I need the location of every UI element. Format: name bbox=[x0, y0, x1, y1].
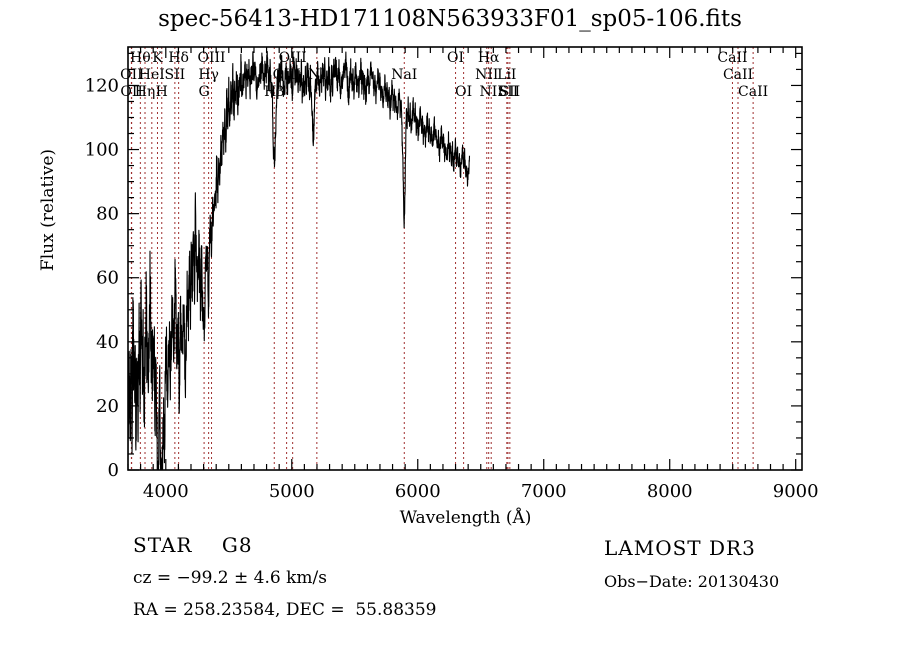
x-tick-label: 9000 bbox=[773, 481, 819, 502]
spectral-line-labels: OIIOIIHθHηHeIKHSIIHδHγGOIIIHβOIIIOIIINIH… bbox=[120, 50, 768, 100]
spectral-line-label: NII bbox=[475, 67, 498, 83]
x-tick-label: 6000 bbox=[395, 481, 441, 502]
spectral-line-label: SII bbox=[498, 84, 519, 100]
spectral-line-label: OIII bbox=[197, 50, 225, 66]
y-tick-label: 80 bbox=[96, 204, 119, 225]
spectral-line-label: OIII bbox=[279, 50, 307, 66]
spectral-line-label: SII bbox=[165, 67, 186, 83]
spectrum-trace bbox=[127, 51, 471, 471]
spectral-line-label: G bbox=[198, 84, 209, 100]
spectral-line-label: NI bbox=[308, 67, 326, 83]
y-tick-label: 60 bbox=[96, 268, 119, 289]
spectral-line-label: OII bbox=[120, 67, 143, 83]
x-tick-label: 5000 bbox=[269, 481, 315, 502]
spectral-line-label: CaII bbox=[717, 50, 747, 66]
y-tick-label: 100 bbox=[85, 140, 119, 161]
spectral-line-label: Hθ bbox=[130, 50, 151, 66]
plot-frame bbox=[127, 46, 803, 471]
spectral-line-markers bbox=[130, 47, 754, 470]
object-class-label: STAR G8 bbox=[133, 533, 253, 557]
spectral-line-label: OI bbox=[455, 84, 472, 100]
x-tick-label: 7000 bbox=[521, 481, 567, 502]
axis-ticks: 4000 5000 6000 7000 8000 9000 0 20 40 60 80 100 120 bbox=[85, 47, 819, 502]
spectral-line-label: CaII bbox=[723, 67, 753, 83]
spectral-line-label: K bbox=[152, 50, 163, 66]
spectral-line-label: CaII bbox=[738, 84, 768, 100]
spectral-line-label: OIII bbox=[273, 67, 301, 83]
spectral-line-label: SII bbox=[500, 84, 521, 100]
spectral-line-label: Hη bbox=[135, 84, 156, 100]
page-title: spec-56413-HD171108N563933F01_sp05-106.f… bbox=[158, 6, 742, 32]
flux-curve bbox=[127, 51, 471, 471]
y-tick-label: 0 bbox=[108, 460, 119, 481]
spectral-line-label: NII bbox=[480, 84, 503, 100]
y-tick-label: 20 bbox=[96, 396, 119, 417]
spectral-line-label: NaI bbox=[391, 67, 417, 83]
y-tick-label: 120 bbox=[85, 75, 119, 96]
spectral-line-label: LiI bbox=[497, 67, 516, 83]
obs-date-label: Obs−Date: 20130430 bbox=[604, 572, 780, 591]
redshift-velocity-label: cz = −99.2 ± 4.6 km/s bbox=[133, 568, 327, 588]
spectral-line-label: Hγ bbox=[198, 67, 219, 83]
spectral-line-label: Hδ bbox=[168, 50, 189, 66]
spectral-line-label: Hα bbox=[478, 50, 500, 66]
survey-label: LAMOST DR3 bbox=[604, 536, 756, 560]
spectral-line-label: OII bbox=[120, 84, 143, 100]
spectral-line-label: Hβ bbox=[264, 84, 284, 100]
y-axis-title: Flux (relative) bbox=[38, 148, 58, 272]
x-tick-label: 4000 bbox=[143, 481, 189, 502]
spectral-line-label: OI bbox=[447, 50, 464, 66]
coordinates-label: RA = 258.23584, DEC = 55.88359 bbox=[133, 600, 437, 620]
x-axis-title: Wavelength (Å) bbox=[399, 508, 532, 528]
spectral-line-label: HeI bbox=[139, 67, 165, 83]
x-tick-label: 8000 bbox=[647, 481, 693, 502]
y-tick-label: 40 bbox=[96, 332, 119, 353]
axis-frame bbox=[127, 46, 803, 471]
spectral-line-label: H bbox=[156, 84, 168, 100]
